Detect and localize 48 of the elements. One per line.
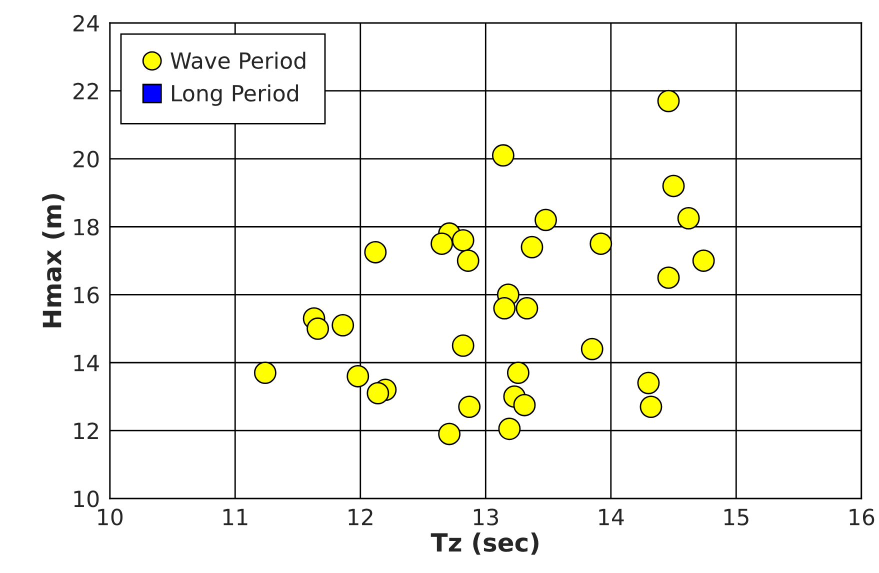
- point: [520, 236, 544, 258]
- point: [364, 240, 387, 264]
- x-axis-title: Tz (sec): [430, 532, 538, 555]
- point: [493, 297, 516, 320]
- legend-label: Wave Period: [170, 52, 306, 70]
- y-tick-label: 12: [74, 422, 98, 440]
- y-tick-label: 24: [74, 14, 99, 32]
- y-tick-label: 10: [74, 490, 99, 508]
- point: [498, 418, 521, 440]
- point: [458, 396, 481, 418]
- point: [438, 422, 461, 446]
- point: [366, 382, 390, 404]
- point: [580, 338, 604, 360]
- point: [640, 396, 662, 418]
- x-tick-label: 12: [348, 508, 372, 526]
- point: [534, 208, 557, 232]
- x-tick-label: 13: [474, 508, 498, 526]
- point: [254, 362, 276, 384]
- point: [516, 297, 538, 320]
- point: [590, 232, 612, 255]
- point: [637, 372, 660, 394]
- point: [657, 90, 680, 112]
- legend-label: Long Period: [172, 84, 298, 106]
- point: [452, 334, 474, 357]
- point: [677, 207, 700, 230]
- point: [332, 314, 354, 336]
- point: [506, 362, 530, 384]
- y-tick-label: 16: [74, 286, 99, 304]
- x-tick-label: 10: [98, 508, 123, 526]
- y-tick-label: 22: [74, 82, 98, 100]
- x-tick-label: 14: [599, 508, 624, 526]
- point: [513, 394, 536, 416]
- point: [306, 317, 330, 340]
- point: [452, 229, 474, 252]
- x-tick-label: 15: [724, 508, 748, 526]
- point: [456, 249, 480, 272]
- point: [492, 144, 514, 167]
- point: [692, 249, 715, 272]
- y-tick-label: 18: [74, 218, 99, 236]
- point: [657, 266, 680, 289]
- point: [346, 364, 370, 388]
- y-tick-label: 14: [74, 354, 99, 372]
- point: [662, 174, 685, 198]
- y-axis-title: Hmax (m): [42, 194, 64, 328]
- x-tick-label: 11: [223, 508, 248, 526]
- x-tick-label: 16: [850, 508, 874, 526]
- point: [430, 232, 454, 255]
- y-tick-label: 20: [74, 150, 99, 168]
